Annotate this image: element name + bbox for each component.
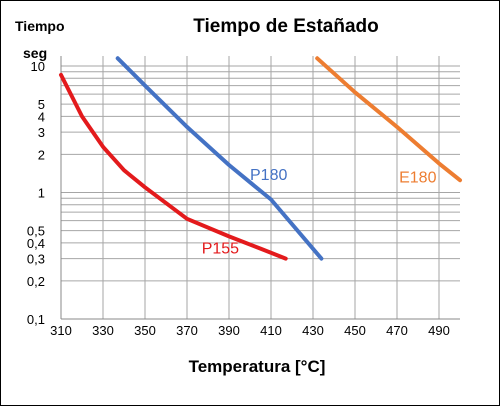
series-line-p180 [115,56,324,261]
y-tick-label: 0,5 [27,224,45,239]
x-tick-label: 410 [260,323,282,338]
x-tick-label: 310 [50,323,72,338]
x-tick-label: 330 [92,323,114,338]
y-tick-label: 3 [38,125,45,140]
y-tick-labels: 10 543 2 1 0,50,40,3 0,2 0,1 [27,59,45,327]
y-axis-label-line1: Tiempo [15,18,65,34]
chart-title: Tiempo de Estañado [193,16,378,37]
y-tick-label: 4 [38,109,45,124]
y-axis-label-line2: seg [23,45,47,61]
x-tick-label: 470 [386,323,408,338]
series-labels: P155 P180 E180 [202,167,437,257]
series-label-p180: P180 [250,167,287,184]
x-tick-labels: 310 330 350 370 390 410 430 450 470 490 [50,323,450,338]
x-tick-label: 390 [218,323,240,338]
x-tick-label: 450 [344,323,366,338]
x-tick-label: 430 [302,323,324,338]
y-tick-label: 0,4 [27,236,45,251]
y-tick-label: 10 [31,59,45,74]
y-tick-label: 5 [38,97,45,112]
x-gridlines [102,56,440,319]
series-label-e180: E180 [399,169,436,186]
x-tick-label: 370 [176,323,198,338]
x-tick-label: 490 [428,323,450,338]
y-gridlines [61,65,460,282]
x-axis-label: Temperatura [°C] [189,357,326,376]
series-label-p155: P155 [202,240,239,257]
axes [60,56,460,320]
y-tick-label: 0,2 [27,274,45,289]
x-tick-label: 350 [134,323,156,338]
y-tick-label: 1 [38,186,45,201]
y-tick-label: 2 [38,147,45,162]
series-lines [59,56,462,261]
series-line-p155 [59,72,288,261]
y-tick-label: 0,1 [27,312,45,327]
series-line-e180 [315,56,462,183]
y-tick-label: 0,3 [27,252,45,267]
